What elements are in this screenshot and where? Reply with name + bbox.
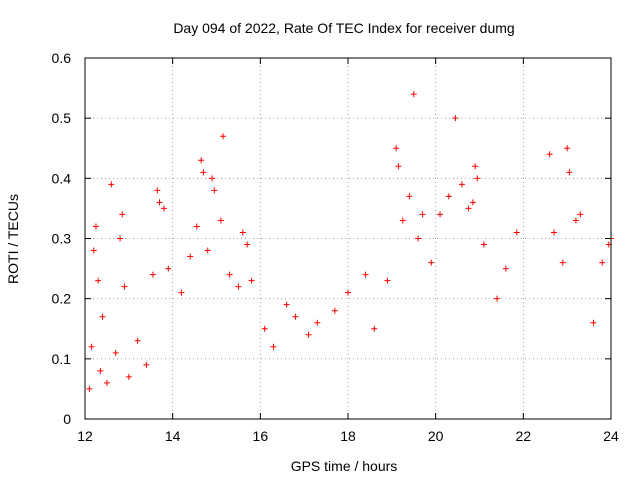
data-point (204, 247, 211, 254)
y-tick-label: 0.4 (52, 170, 72, 186)
data-point (458, 181, 465, 188)
data-point (193, 223, 200, 230)
data-point (345, 289, 351, 296)
data-point (97, 367, 104, 374)
data-point (217, 217, 224, 224)
data-point (445, 193, 452, 200)
data-point (566, 169, 573, 176)
data-point (406, 193, 413, 200)
data-point (220, 133, 227, 140)
data-point (469, 199, 476, 206)
data-point (261, 325, 268, 332)
y-axis-label: ROTI / TECUs (5, 194, 21, 284)
data-point (244, 241, 251, 248)
data-point (239, 229, 246, 236)
chart-title: Day 094 of 2022, Rate Of TEC Index for r… (173, 20, 514, 36)
grid-lines (85, 58, 611, 419)
data-point (90, 247, 97, 254)
data-point (160, 205, 167, 212)
data-point (187, 253, 194, 260)
data-point (452, 115, 459, 122)
data-point (513, 229, 520, 236)
data-point (92, 223, 99, 230)
data-point (494, 295, 501, 302)
data-point (108, 181, 115, 188)
data-point (209, 175, 216, 182)
data-point (134, 337, 141, 344)
data-point (117, 235, 124, 242)
axis-ticks: 12 14 16 18 20 22 24 0 0.1 0.2 0.3 0.4 0.5 0.6 (52, 50, 619, 444)
x-tick-label: 12 (77, 428, 93, 444)
y-tick-label: 0 (63, 411, 71, 427)
data-point (88, 343, 95, 350)
x-tick-label: 14 (165, 428, 181, 444)
y-tick-label: 0.6 (52, 50, 72, 66)
data-point (437, 211, 444, 218)
data-point (559, 259, 566, 266)
data-point (235, 283, 242, 290)
y-tick-label: 0.5 (52, 110, 72, 126)
data-point (428, 259, 435, 266)
data-point (577, 211, 584, 218)
x-tick-label: 22 (516, 428, 532, 444)
data-point (248, 277, 255, 284)
data-point (599, 259, 606, 266)
data-point (165, 265, 172, 272)
data-point (590, 319, 597, 326)
data-point (99, 313, 106, 320)
data-point (283, 301, 290, 308)
data-point (103, 379, 110, 386)
data-point (143, 361, 150, 368)
data-point (200, 169, 207, 176)
data-point (121, 283, 128, 290)
x-tick-label: 20 (428, 428, 444, 444)
data-point (572, 217, 579, 224)
x-tick-label: 16 (253, 428, 269, 444)
data-point (156, 199, 163, 206)
data-point (178, 289, 185, 296)
data-point (270, 343, 277, 350)
data-point (198, 157, 205, 164)
y-tick-label: 0.3 (52, 231, 72, 247)
data-point (112, 349, 119, 356)
data-point (211, 187, 218, 194)
data-point (371, 325, 378, 332)
data-point (95, 277, 102, 284)
data-point (119, 211, 126, 218)
data-point (419, 211, 426, 218)
data-point (399, 217, 406, 224)
data-point (305, 331, 312, 338)
x-tick-label: 24 (603, 428, 619, 444)
data-point (86, 385, 93, 392)
data-point (395, 163, 402, 170)
data-point (415, 235, 422, 242)
x-tick-label: 18 (340, 428, 356, 444)
data-point (502, 265, 509, 272)
data-point (314, 319, 321, 326)
data-points (86, 91, 614, 392)
data-point (149, 271, 156, 278)
data-point (393, 145, 400, 152)
y-tick-label: 0.1 (52, 351, 72, 367)
data-point (551, 229, 558, 236)
data-point (472, 163, 479, 170)
data-point (292, 313, 299, 320)
data-point (410, 91, 417, 98)
data-point (154, 187, 161, 194)
data-point (331, 307, 338, 314)
data-point (384, 277, 391, 284)
data-point (362, 271, 369, 278)
data-point (546, 151, 553, 158)
x-axis-label: GPS time / hours (291, 458, 398, 474)
data-point (125, 373, 132, 380)
data-point (465, 205, 472, 212)
data-point (226, 271, 233, 278)
y-tick-label: 0.2 (52, 291, 72, 307)
data-point (564, 145, 571, 152)
data-point (474, 175, 481, 182)
data-point (480, 241, 487, 248)
